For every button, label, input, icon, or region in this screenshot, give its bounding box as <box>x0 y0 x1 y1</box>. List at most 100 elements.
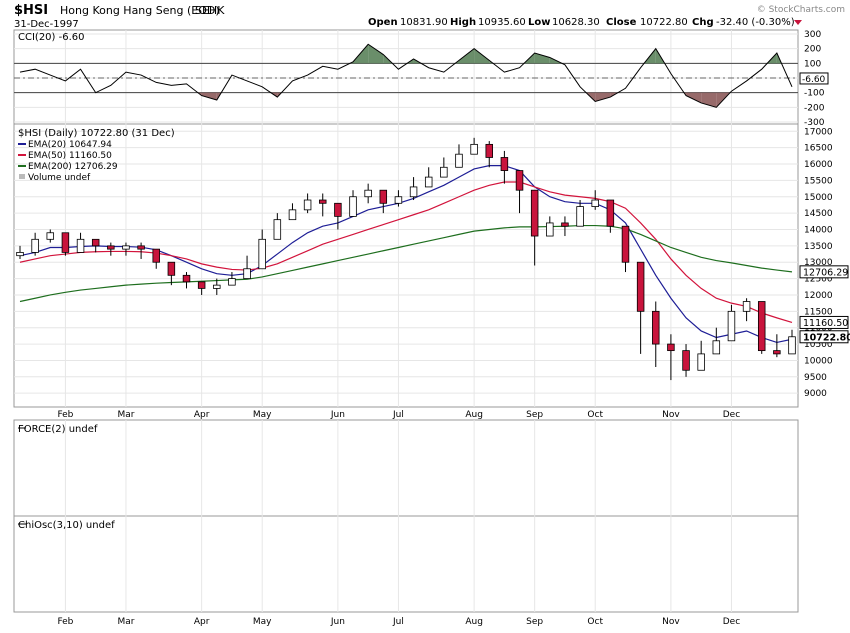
candle-body <box>16 252 24 257</box>
price-tick-label: 14500 <box>804 209 833 219</box>
cci-title: CCI(20) -6.60 <box>18 32 85 43</box>
candle-body <box>167 261 176 276</box>
cci-value-tag <box>799 72 829 85</box>
candle-body <box>76 238 85 253</box>
candle-body <box>213 284 221 289</box>
open-value: 10831.90 <box>400 17 448 28</box>
price-tick-label: 11500 <box>804 307 833 317</box>
month-tick-label: Mar <box>117 410 134 420</box>
candle-body <box>773 350 781 355</box>
price-tick-label: 10000 <box>804 356 833 366</box>
cci-panel <box>13 29 799 125</box>
watermark: © StockCharts.com <box>757 5 845 15</box>
cci-fill <box>474 48 490 64</box>
high-value: 10935.60 <box>478 17 526 28</box>
cci-fill <box>201 92 217 100</box>
candle-body <box>636 261 645 312</box>
cci-tick-label: 100 <box>804 59 821 69</box>
candle-body <box>288 209 297 221</box>
cci-tick-label: -300 <box>804 118 825 128</box>
ema200-price-tag <box>799 265 849 279</box>
price-tick-label: 13500 <box>804 242 833 252</box>
candle-body <box>667 343 675 352</box>
candle-body <box>606 199 615 227</box>
month-tick-label: Aug <box>465 617 483 627</box>
chart-date: 31-Dec-1997 <box>14 19 79 30</box>
chiosc-panel <box>13 515 799 613</box>
price-tick-label: 12000 <box>804 291 833 301</box>
candle-body <box>742 301 751 312</box>
cci-fill <box>534 53 550 64</box>
candle-body <box>137 245 145 250</box>
candle-body <box>364 189 372 198</box>
candle-body <box>546 222 554 237</box>
month-tick-label: Jul <box>392 617 404 627</box>
price-tick-label: 9500 <box>804 373 827 383</box>
month-tick-label: Apr <box>194 410 210 420</box>
close-price-tag-label: 10722.80 <box>803 332 850 343</box>
high-label: High <box>450 17 476 28</box>
price-tick-label: 17000 <box>804 127 833 137</box>
candle-body <box>440 166 448 178</box>
cci-tick-label: -200 <box>804 103 825 113</box>
chg-value: -32.40 (-0.30%) <box>716 17 795 28</box>
legend-ema50: EMA(50) 11160.50 <box>28 151 112 161</box>
ema50-price-tag <box>799 315 849 329</box>
month-tick-label: Feb <box>57 410 73 420</box>
cci-series <box>14 43 798 108</box>
candle-body <box>712 340 721 355</box>
price-tick-label: 13000 <box>804 258 833 268</box>
candle-body <box>500 157 509 171</box>
candle-body <box>682 350 690 371</box>
exchange-label: SEHK <box>195 4 225 17</box>
month-tick-label: Jun <box>330 617 345 627</box>
ema50-line <box>19 181 793 324</box>
chiosc-title: ChiOsc(3,10) undef <box>18 520 115 531</box>
legend-ema20: EMA(20) 10647.94 <box>28 140 112 150</box>
price-title: $HSI (Daily) 10722.80 (31 Dec) <box>18 128 175 139</box>
cci-fill <box>368 44 384 64</box>
candle-body <box>409 186 418 198</box>
price-tick-label: 16500 <box>804 144 833 154</box>
candle-body <box>727 310 736 342</box>
cci-value-tag-label: -6.60 <box>802 75 826 85</box>
close-price-tag <box>799 330 849 344</box>
candle-body <box>621 225 630 263</box>
candle-body <box>379 189 388 204</box>
price-tick-label: 12500 <box>804 275 833 285</box>
candle-body <box>788 336 796 355</box>
price-series <box>16 137 796 381</box>
candle-body <box>46 232 55 240</box>
month-tick-label: Sep <box>526 617 543 627</box>
price-legend: EMA(20) 10647.94 EMA(50) 11160.50 EMA(20… <box>18 140 118 183</box>
price-tick-label: 9000 <box>804 389 827 399</box>
force-title: FORCE(2) undef <box>18 424 98 435</box>
low-label: Low <box>528 17 550 28</box>
price-tick-label: 16000 <box>804 160 833 170</box>
ema200-price-tag-label: 12706.29 <box>803 267 848 278</box>
ema200-line <box>19 224 793 303</box>
month-tick-label: Oct <box>587 410 603 420</box>
candle-body <box>530 189 539 237</box>
candle-body <box>258 238 266 270</box>
cci-line <box>19 43 793 108</box>
cci-tick-label: 300 <box>804 30 821 40</box>
candle-body <box>561 222 569 227</box>
price-tick-label: 15500 <box>804 176 833 186</box>
candle-body <box>485 143 493 158</box>
instrument-name: Hong Kong Hang Seng (EOD) <box>60 4 220 17</box>
month-tick-label: Aug <box>465 410 483 420</box>
close-label: Close <box>606 17 637 28</box>
candle-body <box>455 153 463 168</box>
candle-body <box>319 199 327 204</box>
price-tick-label: 15000 <box>804 193 833 203</box>
month-tick-label: Feb <box>57 617 73 627</box>
close-value: 10722.80 <box>640 17 688 28</box>
candle-body <box>31 238 39 253</box>
cci-tick-label: 200 <box>804 45 821 55</box>
ema50-price-tag-label: 11160.50 <box>803 318 848 329</box>
candle-body <box>273 219 282 240</box>
chg-label: Chg <box>692 17 714 28</box>
candle-body <box>107 245 115 250</box>
candle-body <box>394 196 403 204</box>
